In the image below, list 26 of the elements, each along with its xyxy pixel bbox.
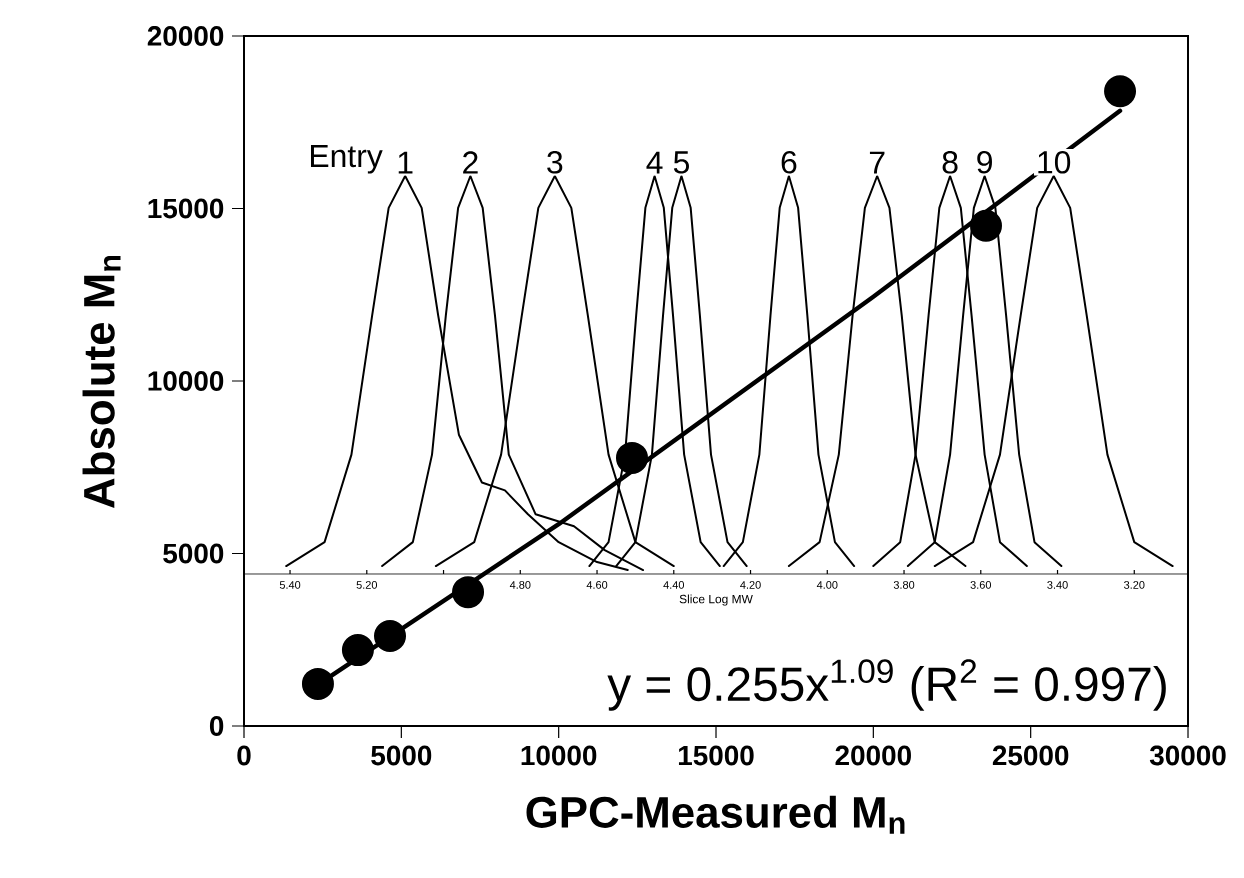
- y-tick-label: 5000: [163, 543, 224, 564]
- y-tick-label: 10000: [148, 371, 224, 391]
- x-tick-label: 25000: [992, 745, 1069, 766]
- x-tick-label: 30000: [1149, 745, 1226, 766]
- x-tick-label: 15000: [678, 745, 754, 766]
- series-label: 6: [781, 151, 797, 174]
- annotation: y = 0.255x$^{1.09}$ (R$^{2}$ = 0.997): [607, 659, 1166, 711]
- series-label: 5: [673, 151, 689, 174]
- y-tick-label: 0: [209, 716, 224, 736]
- x-tick-label: 5000: [371, 745, 432, 766]
- series-label: 7: [869, 151, 885, 174]
- x-tick-label: 10000: [521, 745, 597, 766]
- series-label: 3: [547, 151, 563, 174]
- annotation: Entry: [310, 145, 383, 174]
- series-label: 2: [463, 151, 478, 174]
- series-label: 1: [398, 151, 413, 174]
- y-tick-label: 15000: [148, 198, 224, 219]
- series-label: 4: [646, 151, 663, 174]
- x-axis-title: GPC-Measured M$_{n}$: [526, 795, 905, 834]
- x-tick-label: 20000: [835, 745, 911, 766]
- series-label: 9: [977, 151, 992, 174]
- series-label: 10: [1038, 151, 1071, 174]
- series-label: 8: [942, 151, 958, 174]
- x-tick-label: 0: [237, 745, 251, 766]
- y-axis-title: Absolute M$_{n}$: [82, 255, 121, 508]
- y-tick-label: 20000: [147, 26, 224, 46]
